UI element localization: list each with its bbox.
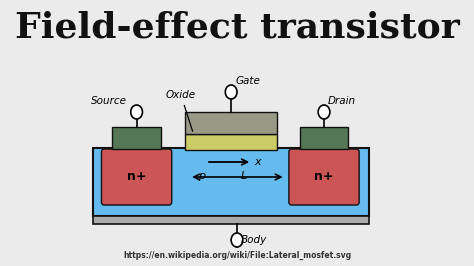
- Text: n+: n+: [127, 171, 146, 184]
- Text: https://en.wikipedia.org/wiki/File:Lateral_mosfet.svg: https://en.wikipedia.org/wiki/File:Later…: [123, 251, 351, 260]
- Bar: [93, 216, 369, 224]
- Text: Drain: Drain: [328, 96, 356, 106]
- Text: x: x: [255, 157, 261, 167]
- Bar: [300, 127, 348, 149]
- Polygon shape: [185, 112, 277, 134]
- Text: Gate: Gate: [235, 76, 260, 86]
- FancyBboxPatch shape: [101, 149, 172, 205]
- FancyBboxPatch shape: [289, 149, 359, 205]
- Text: L: L: [241, 171, 247, 181]
- Circle shape: [225, 85, 237, 99]
- Circle shape: [131, 105, 143, 119]
- Circle shape: [318, 105, 330, 119]
- Text: n+: n+: [314, 171, 334, 184]
- Text: Body: Body: [241, 235, 267, 245]
- Text: p: p: [198, 171, 205, 181]
- Text: Oxide: Oxide: [166, 90, 196, 131]
- Bar: [185, 134, 277, 150]
- Text: Source: Source: [91, 96, 127, 106]
- Circle shape: [231, 233, 243, 247]
- Bar: [93, 148, 369, 216]
- Bar: [112, 127, 161, 149]
- Text: Field-effect transistor: Field-effect transistor: [15, 10, 459, 44]
